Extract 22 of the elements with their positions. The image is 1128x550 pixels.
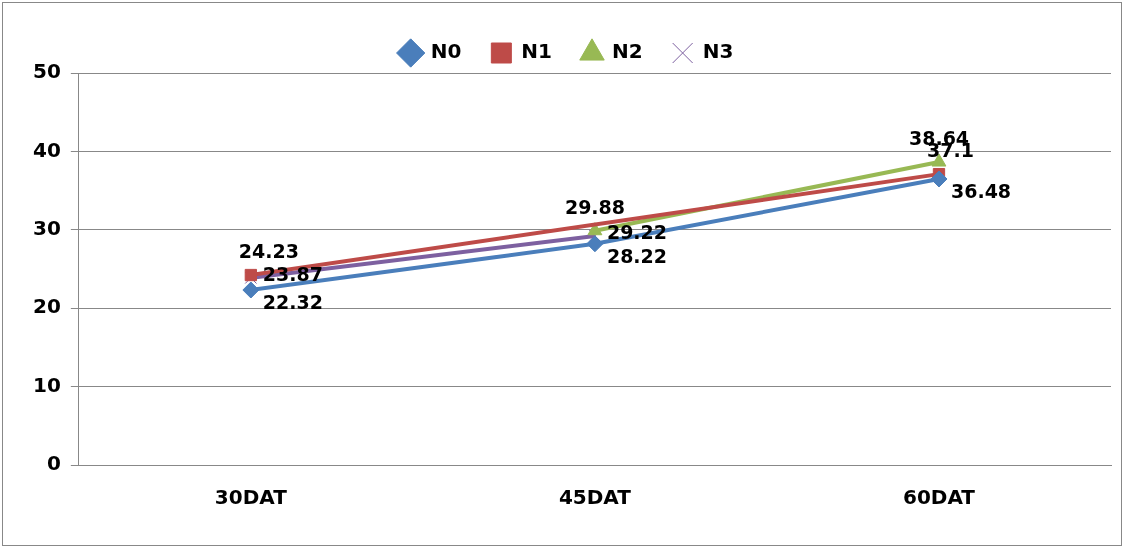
data-label: 29.88	[564, 195, 626, 218]
point	[930, 170, 948, 188]
legend-label: N1	[521, 39, 552, 64]
point	[242, 281, 260, 299]
data-label: 22.32	[262, 290, 323, 313]
legend-label: N3	[702, 39, 734, 64]
y-tick-label: 40	[32, 137, 61, 162]
x-tick-label: 60DAT	[902, 485, 976, 510]
y-tick-label: 30	[32, 216, 61, 240]
data-label: 36.48	[950, 179, 1012, 202]
legend-label: N2	[612, 39, 643, 64]
data-label: 23.87	[262, 262, 323, 285]
legend-label: N0	[430, 39, 462, 64]
y-tick-label: 20	[32, 294, 61, 319]
x-tick-label: 30DAT	[214, 485, 288, 510]
data-label: 28.22	[606, 244, 668, 267]
data-label: 24.23	[238, 239, 299, 262]
y-tick-label: 0	[46, 451, 61, 476]
y-tick-label: 50	[32, 59, 61, 84]
point	[586, 235, 604, 253]
y-tick-label: 10	[32, 372, 61, 397]
x-tick-label: 45DAT	[558, 485, 632, 510]
